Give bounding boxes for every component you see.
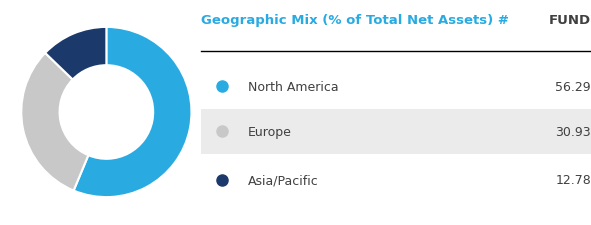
Wedge shape <box>74 28 191 197</box>
Text: Geographic Mix (% of Total Net Assets) #: Geographic Mix (% of Total Net Assets) # <box>201 14 509 27</box>
Wedge shape <box>45 28 106 80</box>
Text: North America: North America <box>248 80 339 93</box>
Text: Europe: Europe <box>248 125 291 138</box>
FancyBboxPatch shape <box>201 109 591 154</box>
Text: FUND: FUND <box>549 14 591 27</box>
Wedge shape <box>21 54 89 191</box>
Text: 30.93: 30.93 <box>556 125 591 138</box>
Text: Asia/Pacific: Asia/Pacific <box>248 173 319 187</box>
Text: 56.29: 56.29 <box>556 80 591 93</box>
Text: 12.78: 12.78 <box>556 173 591 187</box>
